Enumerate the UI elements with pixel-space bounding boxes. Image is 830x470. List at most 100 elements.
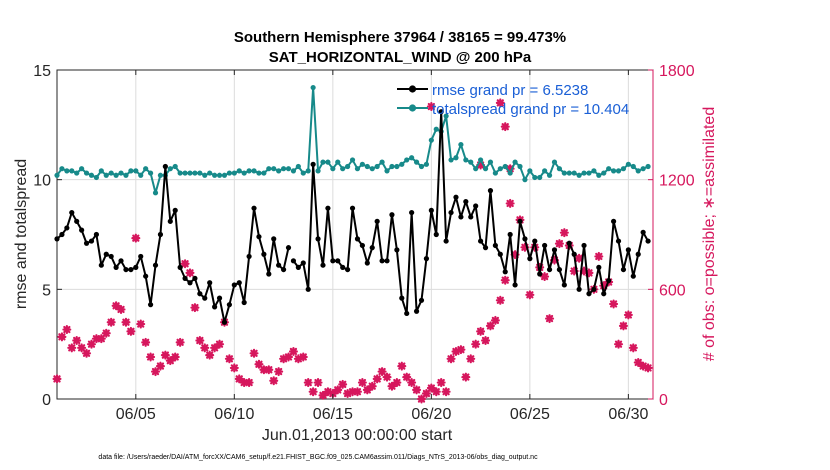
rmse-point [167,218,173,224]
totalspread-point [423,161,430,167]
x-tick-label: 06/10 [214,406,254,423]
assimilated-obs-marker [412,385,422,395]
rmse-point [128,266,134,273]
grid-lines [57,70,653,399]
assimilated-obs-marker [82,348,92,358]
rmse-point [261,251,267,257]
totalspread-point [581,170,587,176]
rmse-point [615,238,622,244]
rmse-point [266,271,272,277]
rmse-point [103,251,109,257]
totalspread-point [413,159,420,165]
assimilated-obs-marker [141,337,151,347]
totalspread-point [187,170,193,176]
assimilated-obs-marker [274,367,284,377]
assimilated-obs-marker [402,372,412,382]
assimilated-obs-marker [264,365,274,375]
possible-obs-marker [500,122,510,132]
totalspread-point [241,170,247,176]
rmse-point [241,299,247,306]
totalspread-point [83,170,90,176]
assimilated-obs-marker [392,378,402,388]
totalspread-point [620,166,627,172]
possible-obs-marker [426,102,436,112]
rmse-point [517,218,523,224]
totalspread-point [492,170,498,176]
x-tick-label: 06/30 [608,406,648,423]
rmse-point [399,295,405,301]
x-tick-label: 06/05 [116,406,156,423]
assimilated-obs-marker [136,319,146,329]
totalspread-point [315,168,321,174]
totalspread-point [537,174,543,181]
rmse-point [123,266,129,273]
rmse-point [453,194,459,200]
totalspread-point [320,159,326,165]
assimilated-obs-marker [466,354,476,364]
totalspread-point [507,170,513,176]
assimilated-obs-marker [160,350,170,360]
totalspread-point [384,168,390,174]
rmse-point [640,229,646,235]
totalspread-point [305,168,311,174]
totalspread-point [157,172,164,178]
assimilated-obs-marker [229,363,239,373]
rmse-point [108,253,114,260]
rmse-point [635,251,641,257]
rmse-point [152,262,159,268]
rmse-point [330,258,336,264]
totalspread-point [335,159,341,165]
left-y-axis-ticks: 0 5 10 15 [33,63,62,409]
rmse-point [340,264,346,270]
rmse-point [364,260,370,266]
assimilated-obs-marker [446,354,456,364]
assimilated-obs-marker [151,367,161,377]
totalspread-point [147,170,154,176]
totalspread-point [561,170,567,176]
rmse-point [182,275,188,281]
totalspread-point [591,168,597,174]
rmse-point [527,256,533,262]
totalspread-point [290,168,297,174]
rmse-point [315,236,321,242]
rmse-point [246,253,252,260]
assimilated-obs-marker [461,372,471,382]
rmse-point [492,242,498,249]
assimilated-obs-marker [594,251,604,261]
obs-count-markers [52,98,653,404]
rmse-point [133,264,139,270]
assimilated-obs-marker [559,228,569,238]
assimilated-obs-marker [215,339,225,349]
rmse-point [443,238,449,244]
rmse-point [98,262,104,268]
assimilated-obs-marker [436,378,446,388]
assimilated-obs-marker [476,326,486,336]
rmse-point [88,238,95,244]
rmse-point [418,297,425,303]
totalspread-point [285,166,292,172]
assimilated-obs-marker [205,350,215,360]
totalspread-point [280,166,287,172]
rmse-point [295,264,301,270]
assimilated-obs-marker [52,374,62,384]
totalspread-point [79,166,85,172]
legend: rmse grand pr = 6.5238 totalspread grand… [397,82,629,118]
rmse-point [413,308,420,314]
totalspread-point [354,166,361,172]
totalspread-point [266,166,272,172]
assimilated-obs-marker [72,336,82,346]
totalspread-point [497,166,503,172]
totalspread-point [448,157,454,163]
rmse-point [556,266,563,273]
assimilated-obs-marker [288,346,298,356]
assimilated-obs-marker [318,390,328,400]
totalspread-point [502,163,508,170]
rmse-point [571,251,577,257]
right-y-tick-label: 0 [659,392,668,409]
x-axis-label: Jun.01,2013 00:00:00 start [262,427,453,444]
assimilated-obs-marker [298,352,308,362]
rmse-point [625,247,631,253]
assimilated-obs-marker [628,343,638,353]
rmse-point [325,205,331,211]
